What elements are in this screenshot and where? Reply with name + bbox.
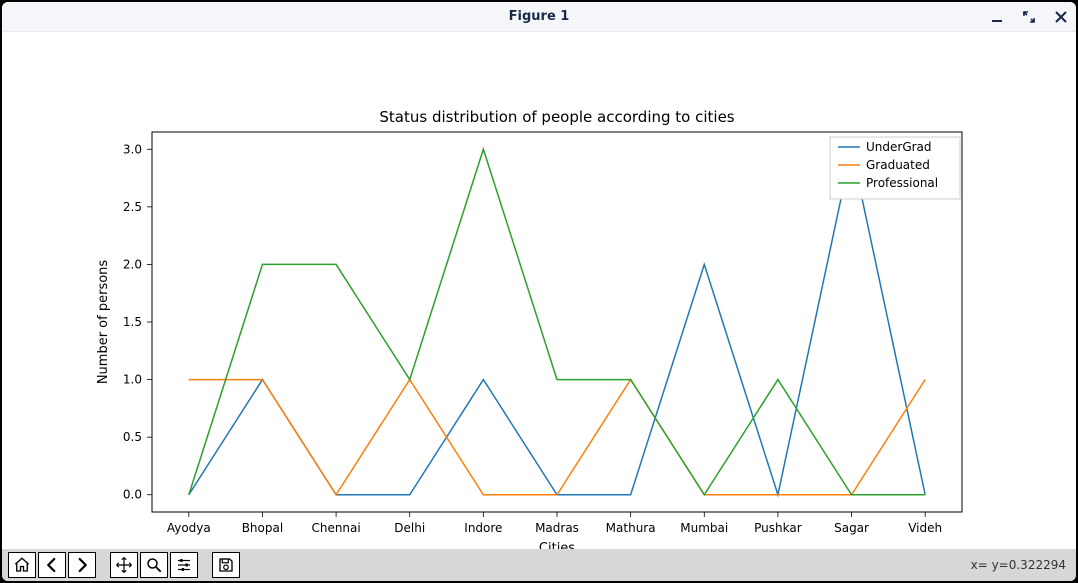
xtick-label: Mumbai <box>680 521 728 535</box>
xtick-label: Indore <box>464 521 502 535</box>
xtick-label: Bhopal <box>242 521 283 535</box>
ytick-label: 0.0 <box>123 488 142 502</box>
back-icon[interactable] <box>38 552 66 578</box>
coord-readout: x= y=0.322294 <box>971 558 1066 572</box>
xtick-label: Videh <box>908 521 942 535</box>
legend-label: Professional <box>866 176 938 190</box>
xtick-label: Chennai <box>311 521 360 535</box>
ytick-label: 1.0 <box>123 373 142 387</box>
chart-title: Status distribution of people according … <box>379 108 734 126</box>
ytick-label: 0.5 <box>123 430 142 444</box>
ytick-label: 1.5 <box>123 315 142 329</box>
plot-canvas[interactable]: 0.0 0.5 1.0 1.5 2.0 2.5 3.0 Ayodya Bhopal Chennai… <box>2 32 1076 549</box>
xtick-label: Pushkar <box>754 521 802 535</box>
series-line <box>189 149 925 494</box>
xtick-label: Ayodya <box>167 521 211 535</box>
x-axis-label: Cities <box>539 541 575 549</box>
xtick-label: Sagar <box>834 521 869 535</box>
ytick-label: 2.0 <box>123 257 142 271</box>
save-icon[interactable] <box>212 552 240 578</box>
toolbar: x= y=0.322294 <box>2 549 1076 581</box>
home-icon[interactable] <box>8 552 36 578</box>
xtick-label: Mathura <box>606 521 656 535</box>
legend-label: Graduated <box>866 158 930 172</box>
forward-icon[interactable] <box>68 552 96 578</box>
xtick-label: Madras <box>535 521 579 535</box>
configure-icon[interactable] <box>170 552 198 578</box>
legend-label: UnderGrad <box>866 140 932 154</box>
zoom-icon[interactable] <box>140 552 168 578</box>
window-title: Figure 1 <box>509 9 570 24</box>
ytick-label: 2.5 <box>123 200 142 214</box>
minimize-icon[interactable] <box>988 8 1006 26</box>
close-icon[interactable] <box>1052 8 1070 26</box>
xtick-label: Delhi <box>394 521 425 535</box>
y-axis-label: Number of persons <box>96 260 111 385</box>
titlebar: Figure 1 <box>2 2 1076 32</box>
maximize-icon[interactable] <box>1020 8 1038 26</box>
ytick-label: 3.0 <box>123 142 142 156</box>
pan-icon[interactable] <box>110 552 138 578</box>
